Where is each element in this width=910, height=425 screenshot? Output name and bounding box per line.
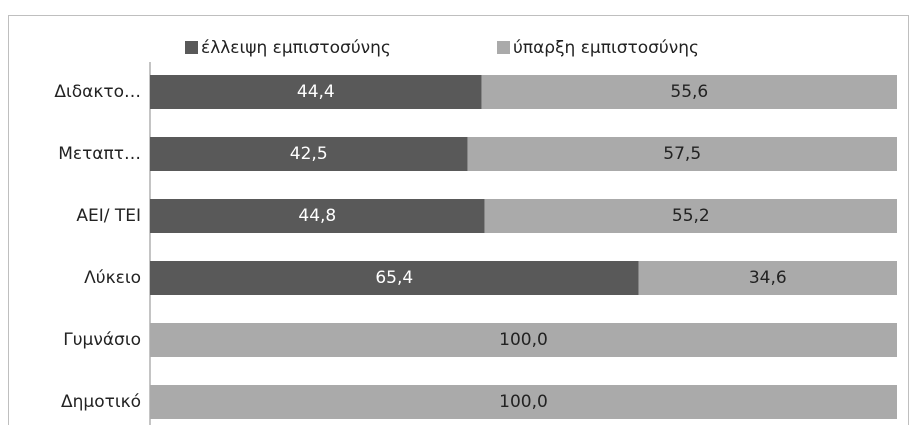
data-label: 57,5: [663, 144, 701, 164]
bar-segment: [150, 385, 897, 419]
bar-segment: [484, 199, 897, 233]
legend-swatch: [185, 41, 198, 54]
data-label: 100,0: [499, 392, 548, 412]
bar-segment: [150, 137, 468, 171]
data-label: 65,4: [375, 268, 413, 288]
bar-segment: [638, 261, 897, 295]
data-label: 44,4: [297, 82, 335, 102]
legend-label: έλλειψη εμπιστοσύνης: [201, 38, 391, 58]
bar-segment: [150, 261, 639, 295]
bar-segment: [150, 323, 897, 357]
data-label: 42,5: [290, 144, 328, 164]
bar-segment: [467, 137, 897, 171]
y-tick-label: Λύκειο: [84, 268, 141, 288]
legend-swatch: [497, 41, 510, 54]
y-tick-label: Μεταπτ…: [58, 144, 141, 164]
bar-segment: [481, 75, 897, 109]
data-label: 100,0: [499, 330, 548, 350]
bar-segment: [150, 199, 485, 233]
y-tick-label: Διδακτο…: [54, 82, 141, 102]
y-tick-label: Δημοτικό: [61, 392, 141, 412]
data-label: 55,2: [672, 206, 710, 226]
data-label: 34,6: [749, 268, 787, 288]
chart-frame: [8, 15, 909, 425]
bar-segment: [150, 75, 482, 109]
y-tick-label: Γυμνάσιο: [63, 330, 141, 350]
legend-label: ύπαρξη εμπιστοσύνης: [513, 38, 699, 58]
data-label: 44,8: [298, 206, 336, 226]
data-label: 55,6: [670, 82, 708, 102]
y-tick-label: ΑΕΙ/ ΤΕΙ: [76, 206, 141, 226]
